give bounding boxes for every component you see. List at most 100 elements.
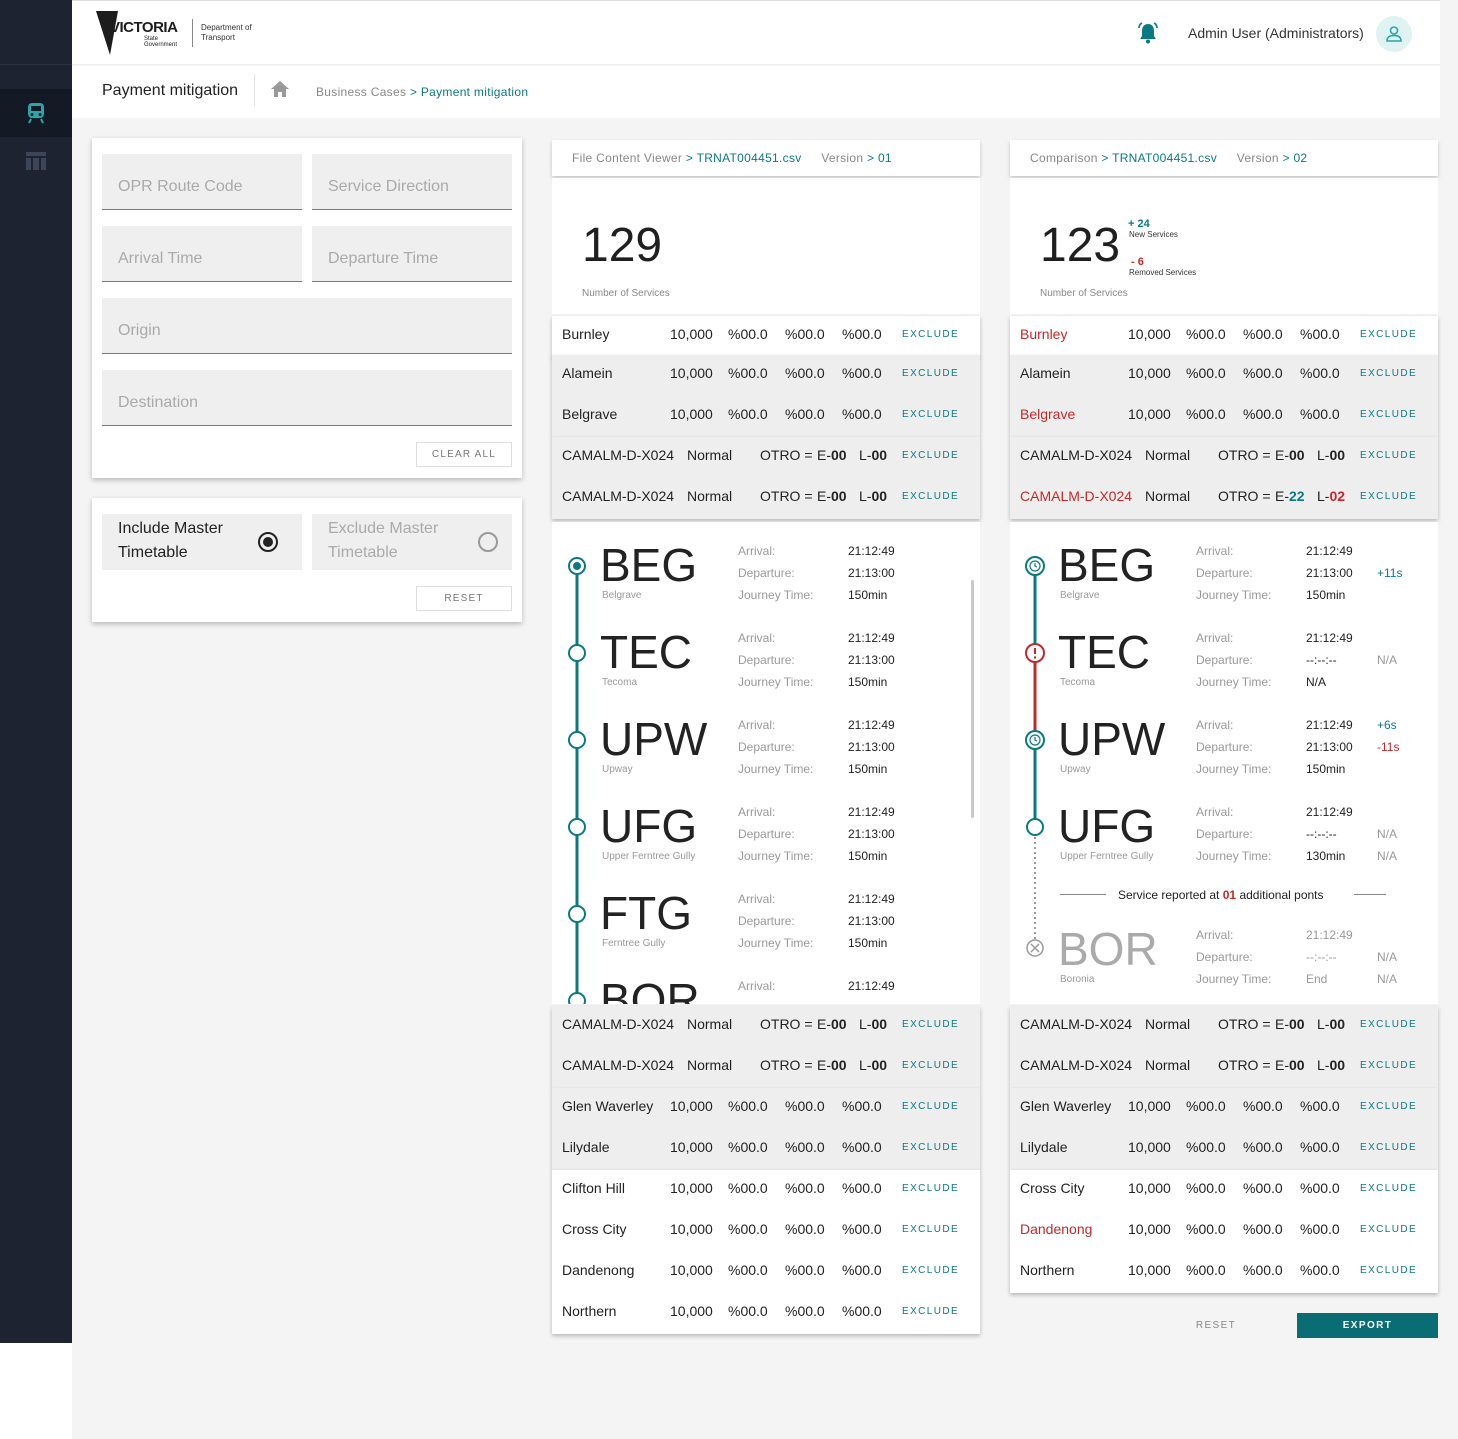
- exclude-button[interactable]: EXCLUDE: [902, 1224, 960, 1235]
- exclude-button[interactable]: EXCLUDE: [1360, 1224, 1418, 1235]
- stop-name: Upper Ferntree Gully: [1060, 851, 1154, 862]
- service-direction-field[interactable]: Service Direction: [312, 154, 512, 210]
- table-row[interactable]: CAMALM-D-X024 Normal OTRO = E-00 L-00 EXCLUDE: [552, 437, 980, 478]
- exclude-button[interactable]: EXCLUDE: [902, 1101, 960, 1112]
- exclude-button[interactable]: EXCLUDE: [902, 1306, 960, 1317]
- notification-bell-icon[interactable]: [1136, 21, 1160, 50]
- exclude-button[interactable]: EXCLUDE: [902, 368, 960, 379]
- exclude-button[interactable]: EXCLUDE: [1360, 1183, 1418, 1194]
- exclude-button[interactable]: EXCLUDE: [902, 491, 960, 502]
- table-row[interactable]: CAMALM-D-X024 Normal OTRO = E-00 L-00 EXCLUDE: [1010, 1006, 1438, 1047]
- early-value: E-00: [1275, 447, 1305, 463]
- table-row[interactable]: Burnley 10,000 %00.0 %00.0 %00.0 EXCLUDE: [1010, 316, 1438, 357]
- service-code: CAMALM-D-X024: [562, 1016, 675, 1032]
- destination-field[interactable]: Destination: [102, 370, 512, 426]
- include-master-option[interactable]: Include Master Timetable: [102, 514, 302, 570]
- exclude-button[interactable]: EXCLUDE: [1360, 1101, 1418, 1112]
- exclude-button[interactable]: EXCLUDE: [902, 409, 960, 420]
- exclude-button[interactable]: EXCLUDE: [902, 1019, 960, 1030]
- table-row[interactable]: CAMALM-D-X024 Normal OTRO = E-00 L-00 EXCLUDE: [1010, 437, 1438, 478]
- table-row[interactable]: Glen Waverley 10,000 %00.0 %00.0 %00.0 EXCLUD…: [1010, 1088, 1438, 1129]
- table-row[interactable]: Burnley 10,000 %00.0 %00.0 %00.0 EXCLUDE: [552, 316, 980, 357]
- early-prefix: E-: [1275, 447, 1289, 463]
- opr-route-code-field[interactable]: OPR Route Code: [102, 154, 302, 210]
- service-type: Normal: [1145, 1057, 1191, 1073]
- reported-post: additional ponts: [1239, 888, 1324, 902]
- exclude-button[interactable]: EXCLUDE: [1360, 1060, 1418, 1071]
- table-row[interactable]: Northern 10,000 %00.0 %00.0 %00.0 EXCLUDE: [1010, 1252, 1438, 1293]
- station-name: Burnley: [562, 326, 610, 342]
- version-sep: >: [1282, 151, 1290, 165]
- exclude-button[interactable]: EXCLUDE: [1360, 1142, 1418, 1153]
- table-row[interactable]: Dandenong 10,000 %00.0 %00.0 %00.0 EXCLUDE: [552, 1252, 980, 1293]
- version-value[interactable]: 01: [877, 151, 892, 165]
- table-row[interactable]: Alamein 10,000 %00.0 %00.0 %00.0 EXCLUDE: [552, 355, 980, 396]
- stop-departure-value: --:--:--: [1306, 653, 1337, 667]
- comparison-label: Comparison: [1030, 151, 1098, 165]
- table-row[interactable]: Clifton Hill 10,000 %00.0 %00.0 %00.0 EXCLUDE: [552, 1170, 980, 1211]
- exclude-button[interactable]: EXCLUDE: [902, 450, 960, 461]
- exclude-master-option[interactable]: Exclude Master Timetable: [312, 514, 512, 570]
- table-row[interactable]: CAMALM-D-X024 Normal OTRO = E-22 L-02 EXCLUDE: [1010, 478, 1438, 519]
- early-value: E-22: [1275, 488, 1305, 504]
- table-row[interactable]: Glen Waverley 10,000 %00.0 %00.0 %00.0 EXCLUD…: [552, 1088, 980, 1129]
- exclude-button[interactable]: EXCLUDE: [1360, 368, 1418, 379]
- home-icon[interactable]: [270, 80, 290, 103]
- departure-time-field[interactable]: Departure Time: [312, 226, 512, 282]
- reset-filters-button[interactable]: RESET: [416, 586, 512, 611]
- timeline-scrollbar[interactable]: [971, 580, 974, 818]
- comparison-file[interactable]: TRNAT004451.csv: [1112, 151, 1218, 165]
- otro-label: OTRO =: [760, 447, 813, 463]
- reset-button[interactable]: RESET: [1195, 1320, 1237, 1331]
- service-count-label: Number of Services: [1040, 288, 1128, 299]
- version-value[interactable]: 02: [1293, 151, 1308, 165]
- reported-divider-right: [1354, 894, 1386, 895]
- file-viewer-file[interactable]: TRNAT004451.csv: [696, 151, 802, 165]
- table-row[interactable]: CAMALM-D-X024 Normal OTRO = E-00 L-00 EXCLUDE: [552, 1047, 980, 1088]
- export-button[interactable]: EXPORT: [1297, 1313, 1438, 1338]
- exclude-master-radio[interactable]: [478, 532, 498, 552]
- stop-journey-label: Journey Time:: [738, 936, 814, 950]
- row-percent-3: %00.0: [842, 1221, 882, 1237]
- arrival-time-field[interactable]: Arrival Time: [102, 226, 302, 282]
- table-row[interactable]: Northern 10,000 %00.0 %00.0 %00.0 EXCLUDE: [552, 1293, 980, 1334]
- avatar[interactable]: [1376, 16, 1412, 52]
- table-row[interactable]: Lilydale 10,000 %00.0 %00.0 %00.0 EXCLUDE: [552, 1129, 980, 1170]
- origin-field[interactable]: Origin: [102, 298, 512, 354]
- include-master-radio[interactable]: [258, 532, 278, 552]
- station-group: Glen Waverley 10,000 %00.0 %00.0 %00.0 EXCLUD…: [1010, 1088, 1438, 1170]
- early-prefix: E-: [817, 488, 831, 504]
- table-row[interactable]: Belgrave 10,000 %00.0 %00.0 %00.0 EXCLUDE: [552, 396, 980, 437]
- table-row[interactable]: Dandenong 10,000 %00.0 %00.0 %00.0 EXCLUDE: [1010, 1211, 1438, 1252]
- exclude-button[interactable]: EXCLUDE: [1360, 1019, 1418, 1030]
- table-row[interactable]: Lilydale 10,000 %00.0 %00.0 %00.0 EXCLUDE: [1010, 1129, 1438, 1170]
- exclude-button[interactable]: EXCLUDE: [902, 1060, 960, 1071]
- table-row[interactable]: Alamein 10,000 %00.0 %00.0 %00.0 EXCLUDE: [1010, 355, 1438, 396]
- table-row[interactable]: CAMALM-D-X024 Normal OTRO = E-00 L-00 EXCLUDE: [1010, 1047, 1438, 1088]
- exclude-button[interactable]: EXCLUDE: [902, 329, 960, 340]
- exclude-button[interactable]: EXCLUDE: [1360, 491, 1418, 502]
- sidebar-item-table[interactable]: [0, 137, 72, 185]
- exclude-button[interactable]: EXCLUDE: [1360, 450, 1418, 461]
- table-row[interactable]: Cross City 10,000 %00.0 %00.0 %00.0 EXCLUDE: [1010, 1170, 1438, 1211]
- stop-code: UPW: [1058, 713, 1166, 765]
- breadcrumb-parent[interactable]: Business Cases: [316, 85, 407, 99]
- table-row[interactable]: Cross City 10,000 %00.0 %00.0 %00.0 EXCLUDE: [552, 1211, 980, 1252]
- table-row[interactable]: CAMALM-D-X024 Normal OTRO = E-00 L-00 EXCLUDE: [552, 478, 980, 519]
- exclude-button[interactable]: EXCLUDE: [902, 1183, 960, 1194]
- clear-all-button[interactable]: CLEAR ALL: [416, 442, 512, 467]
- row-percent-2: %00.0: [1243, 326, 1283, 342]
- row-percent-1: %00.0: [1186, 406, 1226, 422]
- exclude-button[interactable]: EXCLUDE: [902, 1142, 960, 1153]
- row-percent-1: %00.0: [1186, 1180, 1226, 1196]
- exclude-button[interactable]: EXCLUDE: [1360, 329, 1418, 340]
- exclude-button[interactable]: EXCLUDE: [902, 1265, 960, 1276]
- table-row[interactable]: CAMALM-D-X024 Normal OTRO = E-00 L-00 EXCLUDE: [552, 1006, 980, 1047]
- table-row[interactable]: Belgrave 10,000 %00.0 %00.0 %00.0 EXCLUDE: [1010, 396, 1438, 437]
- new-services-label: New Services: [1129, 230, 1178, 239]
- sidebar-item-train[interactable]: [0, 89, 72, 137]
- exclude-button[interactable]: EXCLUDE: [1360, 1265, 1418, 1276]
- user-name[interactable]: Admin User (Administrators): [1188, 25, 1364, 41]
- exclude-button[interactable]: EXCLUDE: [1360, 409, 1418, 420]
- stop-name: Upway: [602, 764, 633, 775]
